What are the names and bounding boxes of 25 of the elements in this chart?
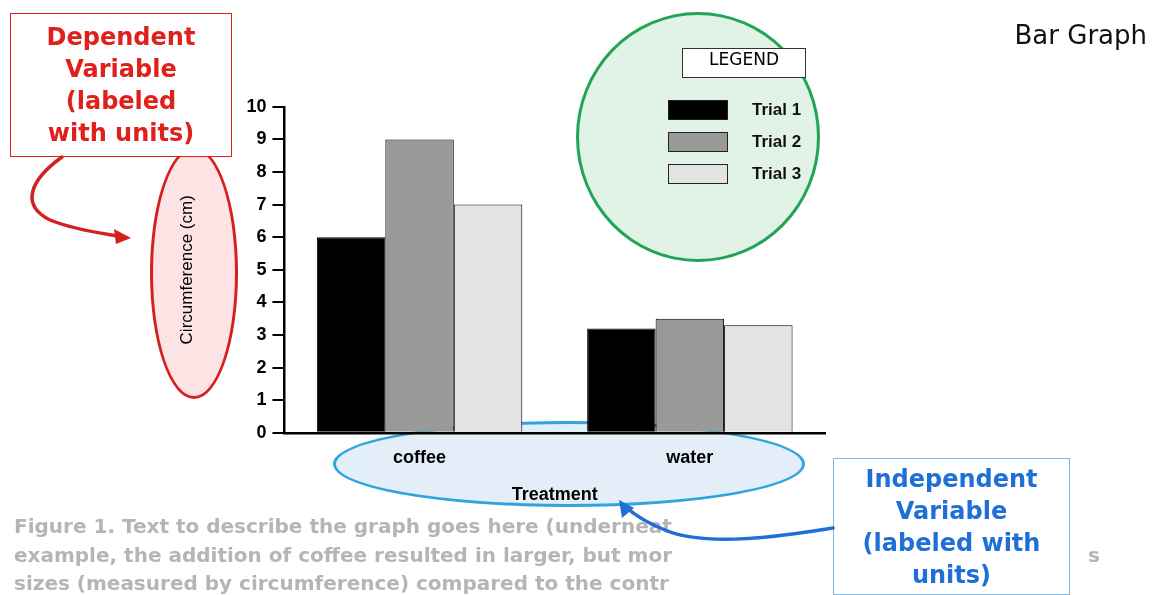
y-axis-title: Circumference (cm) bbox=[176, 195, 196, 345]
y-tick-label: 9 bbox=[256, 128, 267, 149]
x-axis-title: Treatment bbox=[511, 484, 598, 505]
y-tick-label: 1 bbox=[256, 389, 267, 410]
text: Dependent Variable (labeled with units) bbox=[45, 22, 197, 149]
y-tick-label: 0 bbox=[256, 421, 267, 442]
text: Independent Variable (labeled with units) bbox=[861, 463, 1042, 591]
text: sizes (measured by circumference) compared to the contr bbox=[14, 571, 669, 595]
y-tick-label: 2 bbox=[256, 356, 267, 377]
y-tick-label: 5 bbox=[256, 258, 267, 279]
legend-title: LEGEND bbox=[682, 48, 806, 78]
text: Bar Graph bbox=[1014, 20, 1147, 50]
x-tick-label: water bbox=[665, 446, 714, 467]
y-tick-label: 3 bbox=[256, 323, 267, 344]
text: example, the addition of coffee resulted in larger, but mor bbox=[14, 543, 673, 567]
legend-label: Trial 1 bbox=[752, 100, 802, 120]
y-tick-label: 8 bbox=[256, 160, 267, 181]
legend-label: Trial 3 bbox=[752, 164, 802, 184]
text: s bbox=[1088, 543, 1100, 567]
y-tick-label: 10 bbox=[246, 95, 267, 116]
y-tick-label: 7 bbox=[256, 193, 267, 214]
x-tick-label: coffee bbox=[393, 446, 447, 467]
y-tick-label: 4 bbox=[256, 291, 267, 312]
legend-label: Trial 2 bbox=[752, 132, 802, 152]
y-tick-label: 6 bbox=[256, 226, 267, 247]
